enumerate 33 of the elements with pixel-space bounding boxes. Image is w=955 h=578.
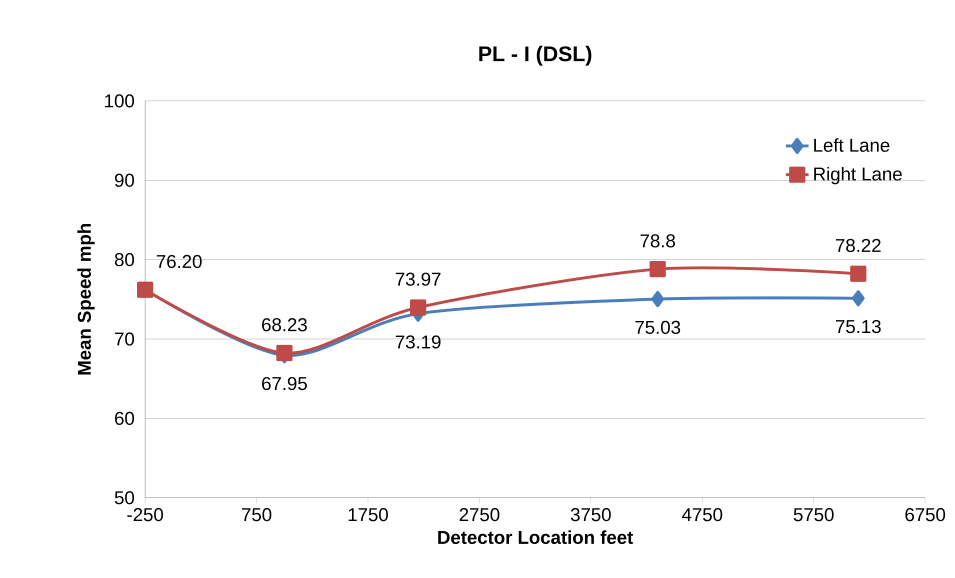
data-label: 73.97	[396, 272, 440, 286]
y-tick-label: 70	[115, 332, 134, 346]
legend-label: Left Lane	[814, 138, 890, 152]
x-tick-label: 5750	[794, 508, 834, 522]
data-label: 78.8	[640, 234, 675, 248]
x-axis-title: Detector Location feet	[438, 530, 634, 544]
point	[850, 266, 866, 282]
chart-title: PL - I (DSL)	[479, 46, 592, 66]
point	[650, 261, 666, 278]
x-tick-label: 3750	[570, 508, 611, 522]
y-tick-label: 80	[114, 253, 134, 266]
y-tick-label: 50	[114, 491, 134, 504]
x-tick-label: 4750	[682, 508, 722, 522]
point	[410, 299, 426, 316]
data-label: 75.03	[635, 320, 680, 334]
y-tick-label: 100	[105, 94, 134, 108]
x-tick-label: 750	[242, 508, 272, 522]
x-tick-label: 2750	[460, 508, 500, 522]
data-label: 78.22	[836, 238, 881, 252]
y-axis-title: Mean Speed mph	[77, 224, 95, 375]
x-tick-label: 6750	[905, 508, 946, 522]
y-tick-label: 60	[115, 412, 134, 426]
x-tick-label: -250	[127, 508, 164, 522]
data-label: 76.20	[156, 254, 202, 268]
data-label: 75.13	[836, 320, 881, 334]
point	[852, 290, 865, 306]
x-tick-label: 1750	[348, 508, 388, 522]
y-tick-label: 90	[114, 174, 134, 187]
data-label: 68.23	[262, 318, 307, 332]
data-label: 73.19	[396, 335, 441, 349]
point	[651, 291, 664, 308]
legend-label: Right Lane	[814, 167, 902, 184]
data-label: 67.95	[262, 377, 307, 390]
